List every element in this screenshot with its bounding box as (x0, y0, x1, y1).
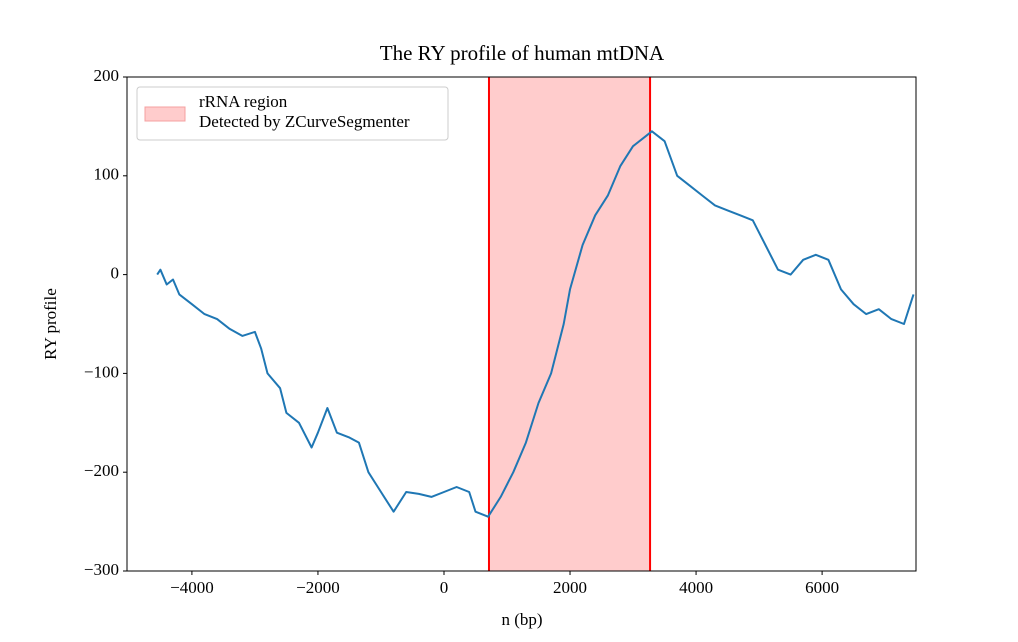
y-tick-label: −200 (84, 461, 119, 480)
x-tick-label: 0 (440, 578, 449, 597)
y-tick-label: 200 (94, 66, 120, 85)
x-tick-label: 6000 (805, 578, 839, 597)
x-tick-label: −2000 (296, 578, 340, 597)
x-tick-label: −4000 (170, 578, 214, 597)
legend-label: rRNA region (199, 92, 288, 111)
chart-title: The RY profile of human mtDNA (380, 41, 665, 65)
x-tick-label: 4000 (679, 578, 713, 597)
y-tick-label: 100 (94, 165, 120, 184)
region (488, 77, 651, 571)
y-axis-label: RY profile (41, 288, 60, 360)
legend-swatch (144, 106, 186, 122)
legend-label: Detected by ZCurveSegmenter (199, 112, 410, 131)
data-line (156, 130, 915, 518)
x-axis-label: n (bp) (501, 610, 542, 629)
y-tick-label: −100 (84, 362, 119, 381)
y-tick-label: 0 (111, 264, 120, 283)
plot-frame (126, 76, 917, 572)
y-tick-label: −300 (84, 560, 119, 579)
legend-box (136, 86, 449, 141)
x-tick-label: 2000 (553, 578, 587, 597)
